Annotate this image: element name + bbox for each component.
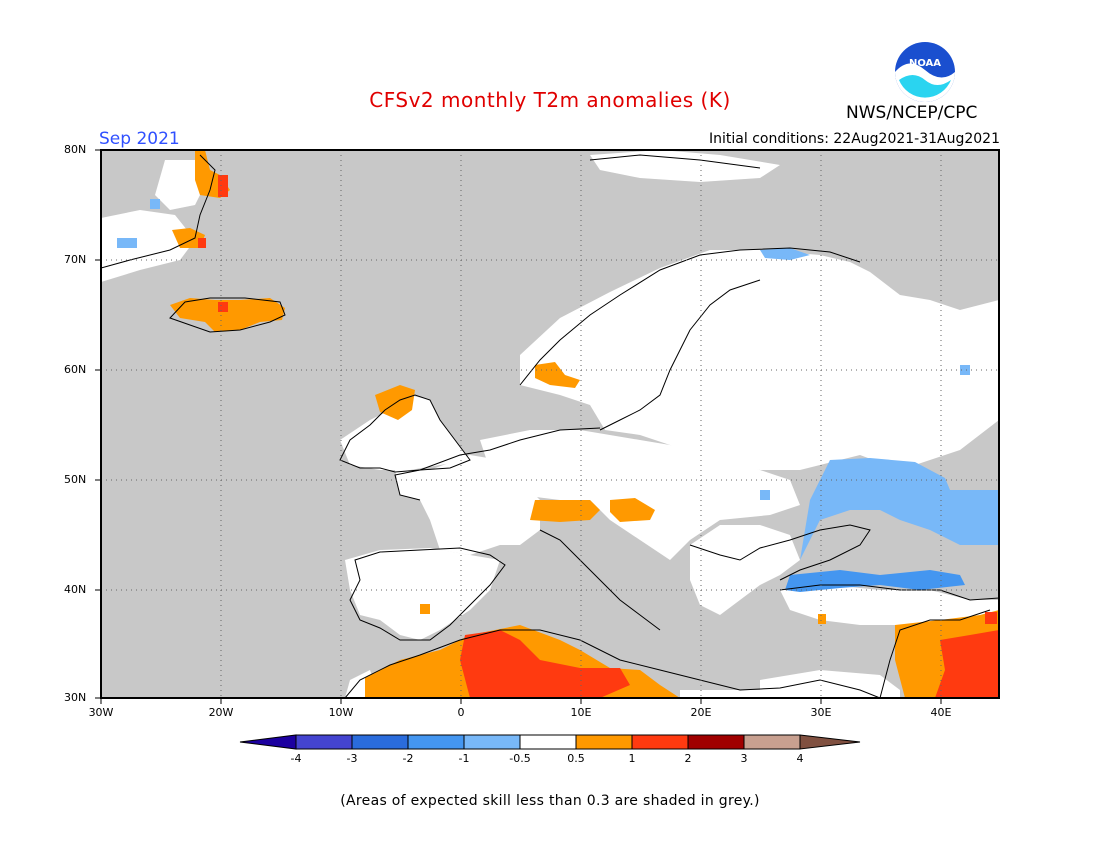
lat-label: 60N bbox=[64, 363, 87, 376]
colorbar-label: 3 bbox=[740, 752, 748, 765]
neutral-anomaly-regions bbox=[101, 150, 999, 698]
lat-label: 50N bbox=[64, 473, 87, 486]
colorbar-cell bbox=[519, 734, 577, 750]
colorbar-cell bbox=[743, 734, 801, 750]
lon-label: 20W bbox=[208, 706, 234, 719]
positive-anomaly-regions bbox=[170, 150, 999, 698]
lat-label: 70N bbox=[64, 253, 87, 266]
colorbar-label: 4 bbox=[796, 752, 804, 765]
lon-label: 10E bbox=[570, 706, 592, 719]
initial-conditions: Initial conditions: 22Aug2021-31Aug2021 bbox=[709, 131, 1000, 147]
lon-label: 10W bbox=[328, 706, 354, 719]
colorbar-label: -0.5 bbox=[509, 752, 531, 765]
noaa-logo-text: NOAA bbox=[909, 58, 941, 69]
colorbar-cell bbox=[295, 734, 353, 750]
colorbar-label: 2 bbox=[684, 752, 692, 765]
colorbar-label: -1 bbox=[458, 752, 470, 765]
forecast-month: Sep 2021 bbox=[99, 129, 180, 149]
lon-label: 30W bbox=[88, 706, 114, 719]
colorbar-cell bbox=[239, 734, 297, 750]
negative-anomaly-regions bbox=[117, 199, 999, 592]
colorbar bbox=[239, 734, 861, 750]
map-frame bbox=[100, 149, 1000, 699]
lon-label: 30E bbox=[810, 706, 832, 719]
lat-label: 40N bbox=[64, 583, 87, 596]
colorbar-cell bbox=[575, 734, 633, 750]
colorbar-cell bbox=[463, 734, 521, 750]
skill-note: (Areas of expected skill less than 0.3 a… bbox=[340, 793, 760, 809]
agency-label: NWS/NCEP/CPC bbox=[846, 103, 978, 123]
colorbar-label: -3 bbox=[346, 752, 358, 765]
colorbar-label: -2 bbox=[402, 752, 414, 765]
lat-label: 80N bbox=[64, 143, 87, 156]
colorbar-cell bbox=[407, 734, 465, 750]
colorbar-cell bbox=[687, 734, 745, 750]
lat-label: 30N bbox=[64, 691, 87, 704]
lon-label: 0 bbox=[457, 706, 465, 719]
colorbar-cell bbox=[631, 734, 689, 750]
colorbar-label: -4 bbox=[290, 752, 302, 765]
colorbar-label: 1 bbox=[628, 752, 636, 765]
axis-ticks bbox=[95, 149, 942, 704]
colorbar-cell bbox=[351, 734, 409, 750]
coastlines bbox=[101, 154, 999, 698]
colorbar-label: 0.5 bbox=[567, 752, 585, 765]
chart-title: CFSv2 monthly T2m anomalies (K) bbox=[369, 88, 731, 112]
lon-label: 40E bbox=[930, 706, 952, 719]
noaa-logo: NOAA bbox=[895, 42, 955, 102]
colorbar-cell bbox=[799, 734, 861, 750]
lon-label: 20E bbox=[690, 706, 712, 719]
